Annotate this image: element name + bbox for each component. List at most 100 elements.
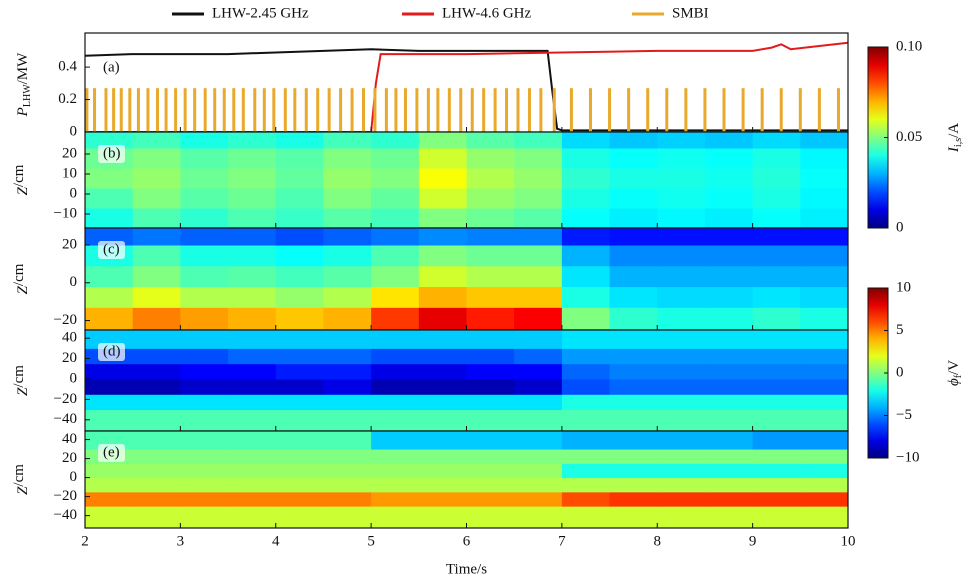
pulse [174,88,178,132]
pulse [415,88,419,132]
heatmap-cell [514,228,563,246]
heatmap-cell [228,506,277,529]
heatmap-cell [275,409,324,432]
pulse [539,88,543,132]
y-tick-label: 0 [70,185,78,201]
heatmap-cell [275,394,324,411]
heatmap-cell [418,378,467,395]
legend-label: SMBI [672,5,709,21]
heatmap-cell [180,307,229,331]
y-tick-label: 20 [62,450,77,466]
heatmap-cell [371,506,420,529]
heatmap-cell [704,477,754,493]
y-axis-label: Z/cm [11,164,31,195]
heatmap-cell [657,348,706,365]
panel-label: (a) [103,59,120,75]
heatmap-cell [609,168,658,189]
y-axis-label-part: P [15,107,31,117]
heatmap-cell [275,168,324,189]
y-tick-label: 40 [62,431,77,447]
heatmap-cell [514,449,563,464]
x-tick-label: 7 [558,533,566,549]
heatmap-cell [514,477,563,493]
heatmap-cell [371,409,420,432]
heatmap-cell [418,463,467,479]
heatmap-cell [609,265,658,288]
heatmap-cell [85,132,134,149]
heatmap-cell [561,449,611,464]
panel-label-bg [98,241,125,259]
x-tick-label: 3 [177,533,185,549]
heatmap-cell [180,265,229,288]
heatmap-cell [800,431,849,450]
heatmap-cell [657,378,706,395]
heatmap-cell [800,228,849,246]
y-tick-label: 0 [70,274,78,290]
heatmap-cell [85,265,134,288]
heatmap-cell [323,506,372,529]
heatmap-cell [561,378,611,395]
y-tick-label: −20 [54,488,77,504]
y-axis-label-part: LHW [22,84,33,107]
y-axis-label-part: Z [15,285,31,294]
colorbar-tick-label: 5 [896,322,904,338]
heatmap-cell [514,330,563,349]
pulse [817,88,821,132]
heatmap-cell [752,208,801,229]
heatmap-cell [561,330,611,349]
pulse [262,88,266,132]
heatmap-cell [800,449,849,464]
heatmap-cell [228,449,277,464]
heatmap-cell [323,409,372,432]
heatmap-cell [466,409,515,432]
y-tick-label: 20 [62,350,77,366]
colorbar-label-part: f [953,374,964,378]
heatmap-cell [371,132,420,149]
heatmap-cell [466,208,515,229]
heatmap-cell [704,363,754,380]
pulse [459,88,463,132]
heatmap-cell [323,378,372,395]
heatmap-cell [323,245,372,267]
heatmap-cell [180,132,229,149]
panel [85,431,849,529]
y-tick-label: −40 [54,411,77,427]
heatmap-cell [418,245,467,267]
heatmap-cell [323,491,372,507]
pulse [112,88,116,132]
panel-label-bg [98,444,125,462]
y-tick-label: −10 [54,205,77,221]
heatmap-cell [323,431,372,450]
heatmap-cell [704,394,754,411]
heatmap-cell [609,348,658,365]
heatmap-cell [657,265,706,288]
pulse [493,88,497,132]
pulse [119,88,123,132]
heatmap-cell [85,168,134,189]
heatmap-cell [132,431,181,450]
heatmap-cell [275,148,324,169]
heatmap-cell [85,477,134,493]
heatmap-cell [800,148,849,169]
heatmap-cell [371,245,420,267]
heatmap-cell [132,449,181,464]
heatmap-cell [132,363,181,380]
legend-label: LHW-2.45 GHz [212,5,309,21]
pulse [760,88,764,132]
heatmap-cell [371,168,420,189]
heatmap-cell [323,394,372,411]
heatmap-cell [371,148,420,169]
pulse [394,88,398,132]
heatmap-cell [514,506,563,529]
colorbar-label-part: I [946,146,962,153]
heatmap-cell [704,330,754,349]
colorbar-label-part: /A [946,123,962,138]
x-tick-label: 6 [463,533,471,549]
heatmap-cell [752,491,801,507]
heatmap-cell [371,330,420,349]
heatmap-cell [323,286,372,308]
heatmap-cell [323,330,372,349]
heatmap-cell [323,208,372,229]
heatmap-cell [561,132,611,149]
heatmap-cell [704,409,754,432]
